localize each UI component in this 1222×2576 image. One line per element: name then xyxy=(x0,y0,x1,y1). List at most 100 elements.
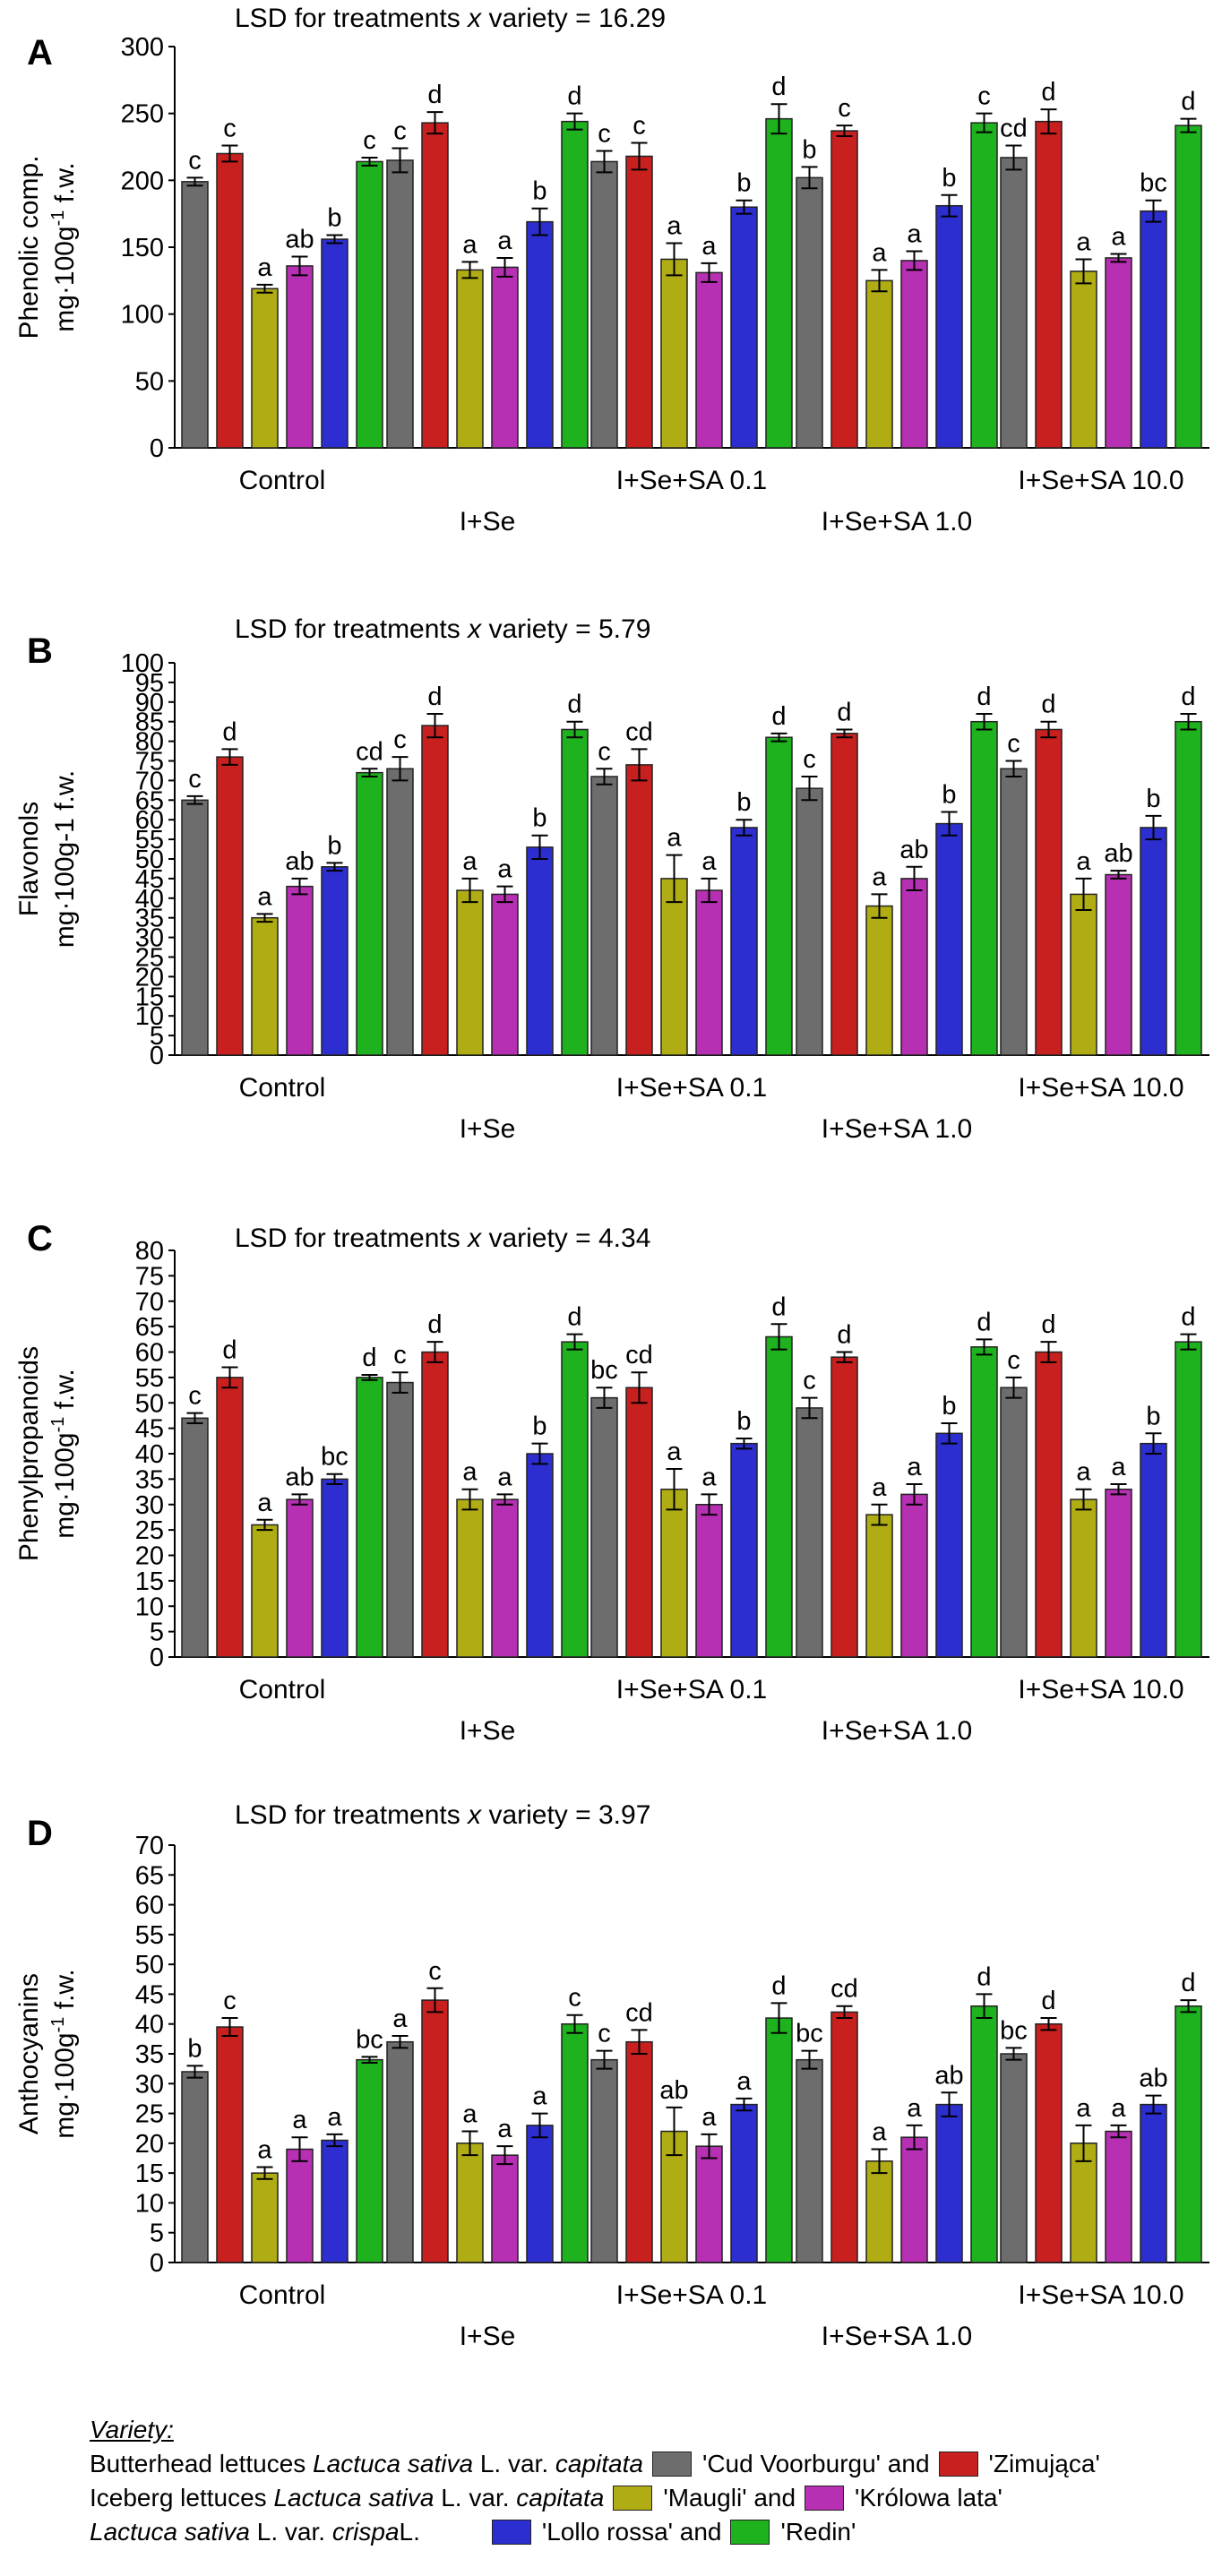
panel-d-category-label: Control xyxy=(239,2280,326,2310)
legend-mid: L. var. xyxy=(256,2518,326,2546)
panel-d-significance-letter: a xyxy=(497,2115,512,2143)
panel-d-y-tick-label: 50 xyxy=(135,1951,164,1979)
panel-c-category-label: I+Se xyxy=(460,1716,516,1746)
legend-mid: L. var. xyxy=(479,2450,549,2477)
panel-d-category-label: I+Se+SA 0.1 xyxy=(616,2280,767,2310)
legend-var: crispa xyxy=(331,2518,400,2546)
panel-d-y-tick-label: 65 xyxy=(135,1861,164,1890)
panel-b-title-text: LSD for treatments xyxy=(235,614,468,644)
panel-b-significance-letter: a xyxy=(497,855,512,884)
legend-title-row: Variety: xyxy=(90,2413,1100,2447)
panel-d-significance-letter: cd xyxy=(830,1975,858,2004)
panel-b-significance-letter: c xyxy=(1007,730,1020,759)
panel-d-significance-letter: a xyxy=(1111,2094,1126,2123)
panel-a-significance-letter: a xyxy=(1076,228,1091,256)
panel-d-bar xyxy=(456,2142,484,2263)
panel-d-bar xyxy=(625,2040,653,2263)
panel-b-bar xyxy=(765,736,793,1056)
panel-c-bar xyxy=(216,1377,244,1658)
panel-a-ylabel-basis: f.w. xyxy=(50,162,80,210)
panel-d-category-label: I+Se+SA 1.0 xyxy=(822,2322,972,2351)
panel-d-significance-letter: ab xyxy=(659,2076,688,2105)
panel-b-significance-letter: b xyxy=(942,780,956,809)
panel-b-y-tick-label: 60 xyxy=(135,806,164,835)
panel-a-significance-letter: a xyxy=(872,238,887,267)
panel-d-y-tick-label: 45 xyxy=(135,1980,164,2009)
panel-b-significance-letter: d xyxy=(771,702,786,731)
panel-c-y-tick-label: 5 xyxy=(150,1619,164,1647)
panel-b-bar xyxy=(1000,768,1028,1056)
panel-c-significance-letter: a xyxy=(257,1489,272,1517)
panel-c-bar xyxy=(1070,1498,1097,1658)
panel-a-bar xyxy=(526,220,554,449)
legend-swatch-zimujaca xyxy=(938,2451,978,2477)
panel-d-bar xyxy=(321,2139,349,2263)
panel-b-significance-letter: a xyxy=(257,882,272,911)
panel-a-y-tick-label: 50 xyxy=(135,367,164,396)
panel-d-significance-letter: bc xyxy=(356,2025,383,2054)
panel-d-y-tick-label: 5 xyxy=(150,2220,164,2248)
panel-b-significance-letter: ab xyxy=(1104,839,1132,868)
panel-c-bar xyxy=(970,1346,998,1658)
panel-c-significance-letter: d xyxy=(427,1310,442,1339)
panel-b-significance-letter: d xyxy=(837,698,851,726)
panel-b-y-tick-label: 100 xyxy=(121,649,164,678)
panel-c-significance-letter: c xyxy=(1007,1346,1020,1375)
panel-b-significance-letter: ab xyxy=(899,836,928,864)
legend-latin: Lactuca sativa xyxy=(313,2450,474,2477)
panel-d-y-tick-label: 70 xyxy=(135,1832,164,1860)
panel-b-bar xyxy=(526,846,554,1056)
panel-c-bar xyxy=(386,1381,414,1658)
panel-a-significance-letter: b xyxy=(802,135,816,164)
panel-a-category-label: I+Se+SA 1.0 xyxy=(822,507,972,537)
panel-b-significance-letter: a xyxy=(667,824,682,853)
legend-swatch-maugli xyxy=(613,2486,653,2511)
panel-d-bar xyxy=(865,2160,893,2263)
legend-row-butterhead: Butterhead lettuces Lactuca sativa L. va… xyxy=(90,2447,1100,2481)
legend-latin: Lactuca sativa xyxy=(273,2484,435,2512)
panel-c-significance-letter: b xyxy=(1146,1402,1160,1430)
panel-d-y-tick-label: 35 xyxy=(135,2040,164,2069)
legend-row-crispa: Lactuca sativa L. var. crispa L. 'Lollo … xyxy=(90,2515,1100,2549)
panel-a-bar xyxy=(216,152,244,449)
panel-b-significance-letter: c xyxy=(803,745,816,774)
panel-a-title-x: x xyxy=(466,4,482,33)
panel-a-ylabel-line2: mg·100g-1 f.w. xyxy=(48,162,80,332)
legend-item-cud-voorburgu: 'Cud Voorburgu' and xyxy=(701,2450,930,2477)
panel-a-significance-letter: bc xyxy=(1140,169,1167,198)
panel-b-y-tick-label: 55 xyxy=(135,826,164,854)
panel-c-y-tick-label: 80 xyxy=(135,1237,164,1266)
panel-b-category-label: Control xyxy=(239,1073,326,1103)
panel-a-category-label: Control xyxy=(239,466,326,495)
panel-a-significance-letter: cd xyxy=(1000,115,1028,143)
panel-d-y-tick-label: 25 xyxy=(135,2100,164,2129)
panel-c-significance-letter: c xyxy=(393,1341,407,1370)
panel-d-y-tick-label: 10 xyxy=(135,2189,164,2218)
legend-prefix: Iceberg lettuces xyxy=(90,2484,267,2512)
panel-c-bar xyxy=(456,1498,484,1658)
panel-d-title: LSD for treatments x variety = 3.97 xyxy=(235,1800,650,1830)
panel-c-significance-letter: a xyxy=(907,1453,922,1481)
panel-c-y-tick-label: 70 xyxy=(135,1288,164,1317)
panel-a-bar xyxy=(865,279,893,449)
panel-c-y-tick-label: 0 xyxy=(150,1644,164,1672)
panel-d-bar xyxy=(491,2154,519,2263)
panel-b-significance-letter: b xyxy=(327,831,341,860)
panel-a-bar xyxy=(1035,120,1063,449)
panel-d-significance-letter: a xyxy=(257,2135,272,2164)
panel-d-y-tick-label: 20 xyxy=(135,2130,164,2159)
panel-a-bar xyxy=(830,130,858,449)
panel-b-y-tick-label: 90 xyxy=(135,689,164,717)
panel-a-bar xyxy=(730,206,758,449)
panel-d-significance-letter: cd xyxy=(625,1998,653,2027)
panel-a-bar xyxy=(421,122,449,449)
panel-d-ylabel-basis: f.w. xyxy=(50,1969,80,2016)
panel-d-y-tick-label: 30 xyxy=(135,2070,164,2099)
panel-a-title-text: LSD for treatments xyxy=(235,4,468,33)
panel-a-title-suffix: variety = 16.29 xyxy=(481,4,666,33)
panel-a-title: LSD for treatments x variety = 16.29 xyxy=(235,4,666,33)
panel-d-y-tick-label: 0 xyxy=(150,2249,164,2278)
panel-b-y-tick-label: 65 xyxy=(135,786,164,815)
panel-c-bar xyxy=(625,1387,653,1658)
